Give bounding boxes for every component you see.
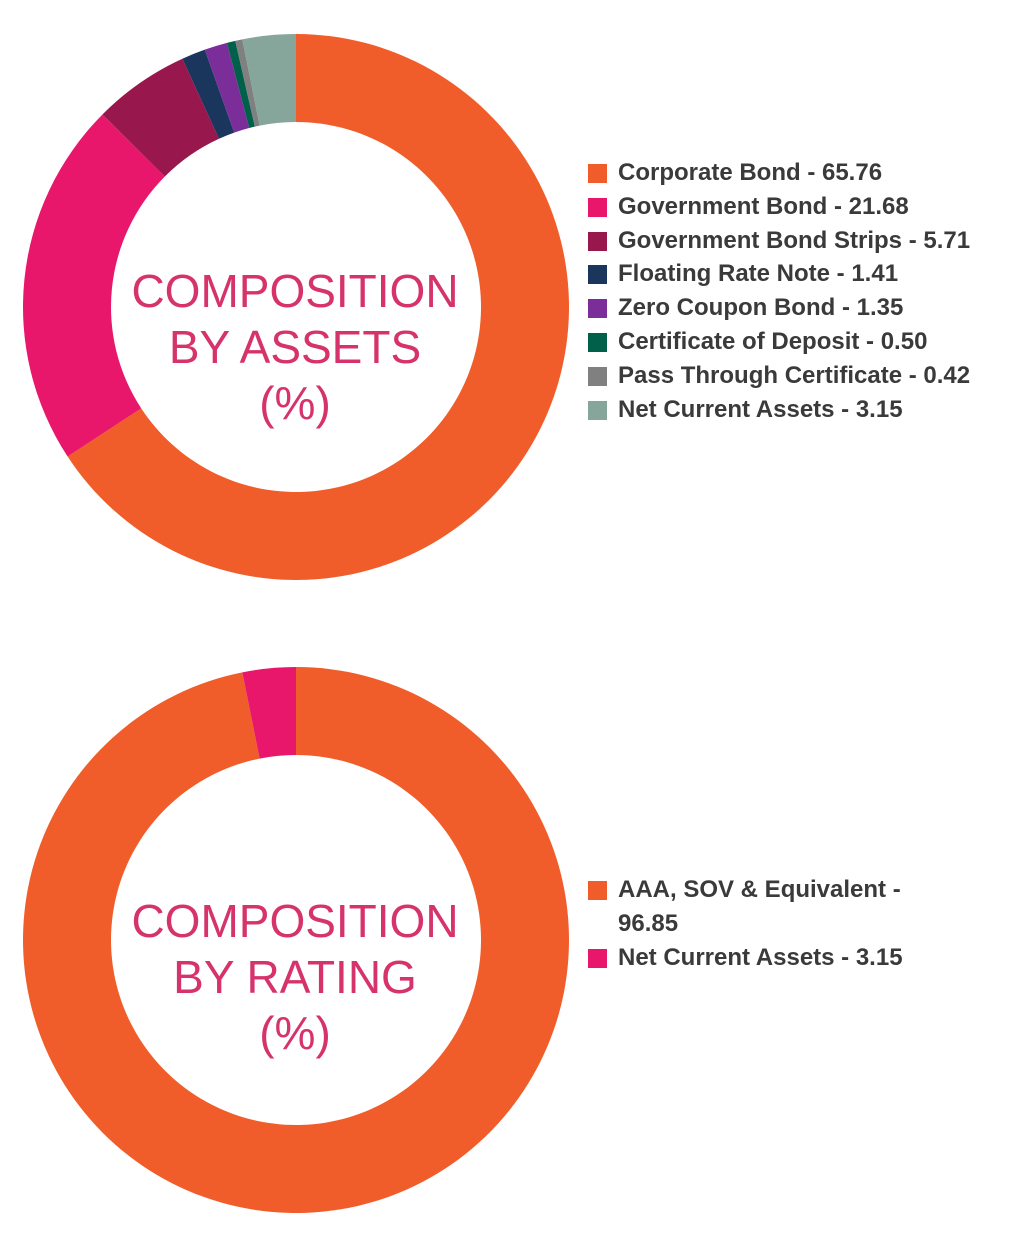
legend-item: Net Current Assets - 3.15 bbox=[588, 393, 970, 427]
slice-government-bond bbox=[22, 114, 165, 457]
legend-item: Net Current Assets - 3.15 bbox=[588, 941, 988, 975]
legend-swatch bbox=[588, 332, 607, 352]
rating-center-line-2: BY RATING bbox=[173, 951, 417, 1003]
legend-label: Corporate Bond - 65.76 bbox=[618, 159, 883, 186]
slice-pass-through-certificate bbox=[235, 39, 260, 127]
slice-government-bond-strips bbox=[102, 58, 220, 177]
slice-corporate-bond bbox=[67, 34, 570, 581]
slice-floating-rate-note bbox=[182, 49, 235, 139]
legend-item: Certificate of Deposit - 0.50 bbox=[588, 325, 970, 359]
legend-swatch bbox=[588, 948, 607, 968]
legend-swatch bbox=[588, 197, 607, 217]
rating-legend: AAA, SOV & Equivalent - 96.85 Net Curren… bbox=[588, 873, 988, 974]
legend-swatch bbox=[588, 231, 607, 251]
rating-center-line-3: (%) bbox=[259, 1007, 331, 1059]
assets-center-line-2: BY ASSETS bbox=[168, 321, 422, 373]
legend-label: AAA, SOV & Equivalent - 96.85 bbox=[618, 876, 901, 937]
slice-net-current-assets bbox=[242, 34, 296, 126]
composition-by-assets-chart: COMPOSITION BY ASSETS (%) Corporate Bond… bbox=[0, 0, 1024, 600]
rating-center-label: COMPOSITION BY RATING (%) bbox=[95, 893, 495, 1061]
legend-swatch bbox=[588, 400, 607, 420]
legend-label: Government Bond Strips - 5.71 bbox=[618, 226, 971, 254]
rating-center-line-1: COMPOSITION bbox=[131, 895, 459, 947]
legend-label: Pass Through Certificate - 0.42 bbox=[618, 361, 971, 389]
legend-item: Corporate Bond - 65.76 bbox=[588, 156, 970, 190]
slice-zero-coupon-bond bbox=[204, 42, 250, 133]
legend-label: Net Current Assets - 3.15 bbox=[618, 395, 903, 423]
legend-item: Pass Through Certificate - 0.42 bbox=[588, 359, 970, 393]
legend-label: Net Current Assets - 3.15 bbox=[618, 943, 903, 971]
assets-center-label: COMPOSITION BY ASSETS (%) bbox=[95, 263, 495, 431]
legend-label: Government Bond - 21.68 bbox=[618, 192, 909, 220]
slice-net-current-assets bbox=[242, 667, 296, 759]
slice-certificate-of-deposit bbox=[226, 40, 255, 129]
legend-label: Certificate of Deposit - 0.50 bbox=[618, 327, 928, 355]
legend-swatch bbox=[588, 164, 607, 183]
legend-swatch bbox=[588, 265, 607, 285]
assets-donut bbox=[22, 34, 570, 581]
legend-item: Government Bond Strips - 5.71 bbox=[588, 224, 970, 258]
rating-donut bbox=[23, 667, 570, 1213]
legend-item: AAA, SOV & Equivalent - 96.85 bbox=[588, 873, 988, 941]
slice-aaa-sov-equivalent bbox=[23, 667, 570, 1213]
legend-item: Zero Coupon Bond - 1.35 bbox=[588, 291, 970, 325]
legend-item: Floating Rate Note - 1.41 bbox=[588, 257, 970, 291]
legend-item: Government Bond - 21.68 bbox=[588, 190, 970, 224]
legend-label: Zero Coupon Bond - 1.35 bbox=[618, 294, 904, 322]
legend-label: Floating Rate Note - 1.41 bbox=[618, 260, 899, 288]
legend-swatch bbox=[588, 881, 607, 900]
composition-by-rating-chart: COMPOSITION BY RATING (%) AAA, SOV & Equ… bbox=[0, 640, 1024, 1238]
assets-legend: Corporate Bond - 65.76 Government Bond -… bbox=[588, 156, 970, 426]
legend-swatch bbox=[588, 366, 607, 386]
legend-swatch bbox=[588, 299, 607, 319]
assets-center-line-1: COMPOSITION bbox=[131, 265, 459, 317]
assets-center-line-3: (%) bbox=[259, 377, 331, 429]
